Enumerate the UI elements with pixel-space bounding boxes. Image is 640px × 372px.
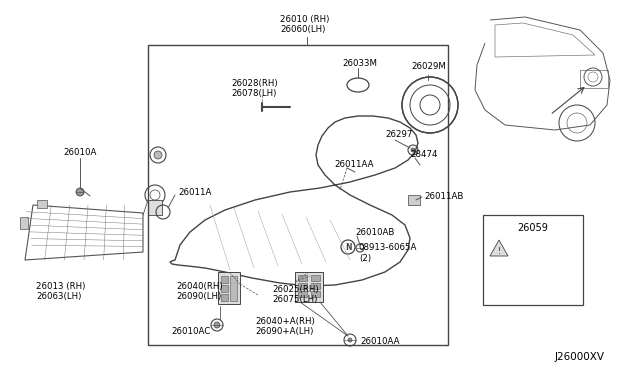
Circle shape [76,188,84,196]
Circle shape [214,322,220,328]
Text: 26025(RH): 26025(RH) [272,285,319,294]
Text: 08913-6065A: 08913-6065A [358,243,417,252]
Text: 26040+A(RH): 26040+A(RH) [255,317,315,326]
Bar [311,283,320,289]
Bar [580,70,608,88]
Text: 26011AA: 26011AA [334,160,374,169]
Text: 26078(LH): 26078(LH) [231,89,276,98]
Text: 26033M: 26033M [342,59,377,68]
Text: 26059: 26059 [518,223,548,233]
Bar [20,217,28,229]
Text: 26010A: 26010A [63,148,97,157]
Circle shape [411,148,415,152]
Bar [298,291,307,297]
Bar [230,276,237,301]
Text: !: ! [497,247,500,256]
Text: 26010AB: 26010AB [355,228,394,237]
Text: 26011A: 26011A [178,188,211,197]
Bar [311,291,320,297]
Bar [298,283,307,289]
Circle shape [154,151,162,159]
Text: 26028(RH): 26028(RH) [231,79,278,88]
Text: 28474: 28474 [410,150,438,159]
Text: 26297: 26297 [385,130,412,139]
Text: 26063(LH): 26063(LH) [36,292,81,301]
Bar [221,285,228,292]
Bar [37,200,47,208]
Text: 26090+A(LH): 26090+A(LH) [255,327,314,336]
Text: J26000XV: J26000XV [555,352,605,362]
Bar [295,272,323,302]
Circle shape [348,338,352,342]
Text: 26013 (RH): 26013 (RH) [36,282,85,291]
Bar [148,45,448,345]
Text: 26090(LH): 26090(LH) [176,292,221,301]
Bar [221,276,228,283]
Text: 26010 (RH): 26010 (RH) [280,15,330,24]
Text: N: N [345,244,351,253]
Bar [218,272,240,304]
Text: 26060(LH): 26060(LH) [280,25,325,34]
Text: 26010AC: 26010AC [171,327,211,336]
Text: 26011AB: 26011AB [424,192,463,201]
Polygon shape [490,240,508,256]
Bar [148,200,162,215]
Bar [221,294,228,301]
Text: 26029M: 26029M [411,62,446,71]
Bar [311,275,320,281]
Text: (2): (2) [359,254,371,263]
Text: 26010AA: 26010AA [360,337,399,346]
Bar [298,275,307,281]
Text: 26040(RH): 26040(RH) [176,282,223,291]
Bar [408,195,420,205]
Bar [483,215,583,305]
Text: 26075(LH): 26075(LH) [272,295,317,304]
